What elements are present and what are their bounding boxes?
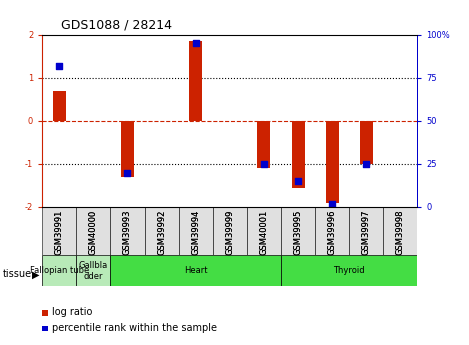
- FancyBboxPatch shape: [179, 207, 213, 255]
- Point: [192, 40, 199, 46]
- Text: GSM40000: GSM40000: [89, 209, 98, 255]
- Bar: [189, 41, 202, 121]
- Text: Fallopian tube: Fallopian tube: [30, 266, 89, 275]
- Point: [294, 178, 302, 184]
- Text: tissue: tissue: [2, 269, 31, 279]
- Text: Thyroid: Thyroid: [333, 266, 365, 275]
- Bar: [53, 90, 66, 121]
- FancyBboxPatch shape: [281, 255, 417, 286]
- Text: GSM39995: GSM39995: [294, 209, 303, 255]
- FancyBboxPatch shape: [213, 207, 247, 255]
- Text: percentile rank within the sample: percentile rank within the sample: [52, 323, 217, 333]
- FancyBboxPatch shape: [281, 207, 315, 255]
- FancyBboxPatch shape: [42, 255, 76, 286]
- Point: [55, 63, 63, 68]
- FancyBboxPatch shape: [247, 207, 281, 255]
- Text: GSM39992: GSM39992: [157, 209, 166, 255]
- Text: GSM39996: GSM39996: [328, 209, 337, 255]
- Text: GDS1088 / 28214: GDS1088 / 28214: [61, 19, 172, 32]
- FancyBboxPatch shape: [76, 255, 110, 286]
- Text: GSM39992: GSM39992: [157, 209, 166, 255]
- Text: GSM40001: GSM40001: [259, 209, 268, 255]
- Text: Gallbla
dder: Gallbla dder: [79, 261, 108, 280]
- Text: GSM39991: GSM39991: [55, 209, 64, 255]
- Text: GSM39996: GSM39996: [328, 209, 337, 255]
- Text: GSM39993: GSM39993: [123, 209, 132, 255]
- Text: ▶: ▶: [32, 269, 39, 279]
- Bar: [360, 121, 373, 164]
- Text: GSM40001: GSM40001: [259, 209, 268, 255]
- Text: GSM39993: GSM39993: [123, 209, 132, 255]
- FancyBboxPatch shape: [144, 207, 179, 255]
- Text: GSM39999: GSM39999: [225, 209, 234, 255]
- Point: [363, 161, 370, 167]
- Point: [124, 170, 131, 175]
- Text: GSM39999: GSM39999: [225, 209, 234, 255]
- Text: log ratio: log ratio: [52, 307, 92, 317]
- FancyBboxPatch shape: [315, 207, 349, 255]
- Text: GSM39997: GSM39997: [362, 209, 371, 255]
- Text: GSM39994: GSM39994: [191, 209, 200, 255]
- Text: GSM39994: GSM39994: [191, 209, 200, 255]
- Bar: [292, 121, 304, 188]
- Text: GSM39998: GSM39998: [396, 209, 405, 255]
- Bar: [257, 121, 271, 168]
- Text: GSM39991: GSM39991: [55, 209, 64, 255]
- Text: GSM39995: GSM39995: [294, 209, 303, 255]
- FancyBboxPatch shape: [110, 255, 281, 286]
- FancyBboxPatch shape: [110, 207, 144, 255]
- Text: GSM39998: GSM39998: [396, 209, 405, 255]
- Point: [328, 201, 336, 206]
- Text: GSM40000: GSM40000: [89, 209, 98, 255]
- Bar: [325, 121, 339, 203]
- FancyBboxPatch shape: [76, 207, 110, 255]
- Bar: [121, 121, 134, 177]
- FancyBboxPatch shape: [349, 207, 383, 255]
- Text: GSM39997: GSM39997: [362, 209, 371, 255]
- FancyBboxPatch shape: [383, 207, 417, 255]
- Text: Heart: Heart: [184, 266, 207, 275]
- FancyBboxPatch shape: [42, 207, 76, 255]
- Point: [260, 161, 268, 167]
